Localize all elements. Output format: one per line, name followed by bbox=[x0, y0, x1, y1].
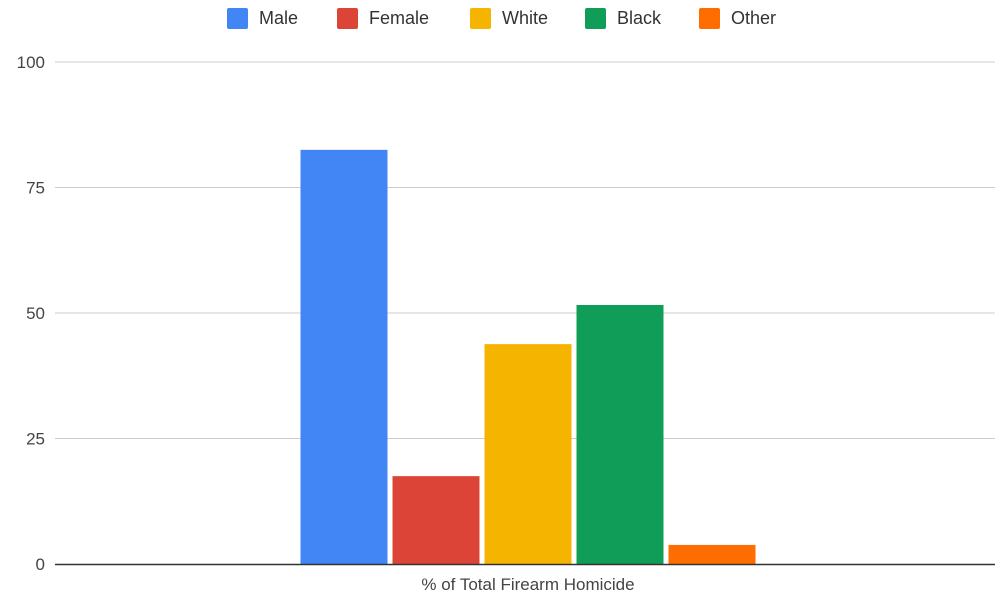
bar-other[interactable] bbox=[668, 544, 756, 564]
legend-swatch-white bbox=[470, 8, 491, 29]
legend: Male Female White Black Other bbox=[227, 8, 776, 29]
legend-swatch-female bbox=[337, 8, 358, 29]
legend-swatch-male bbox=[227, 8, 248, 29]
y-tick-label: 25 bbox=[26, 430, 45, 449]
category-label: % of Total Firearm Homicide bbox=[421, 575, 634, 594]
y-tick-label: 50 bbox=[26, 304, 45, 323]
bar-female[interactable] bbox=[392, 476, 480, 564]
y-tick-label: 75 bbox=[26, 179, 45, 198]
legend-label-male[interactable]: Male bbox=[259, 8, 298, 28]
bar-black[interactable] bbox=[576, 304, 664, 564]
legend-swatch-other bbox=[699, 8, 720, 29]
legend-label-white[interactable]: White bbox=[502, 8, 548, 28]
bars bbox=[300, 149, 756, 564]
legend-label-female[interactable]: Female bbox=[369, 8, 429, 28]
legend-swatch-black bbox=[585, 8, 606, 29]
bar-male[interactable] bbox=[300, 149, 388, 564]
y-tick-label: 100 bbox=[17, 53, 45, 72]
bar-white[interactable] bbox=[484, 344, 572, 564]
y-tick-label: 0 bbox=[36, 555, 45, 574]
legend-label-other[interactable]: Other bbox=[731, 8, 776, 28]
y-axis-ticks: 0 25 50 75 100 bbox=[17, 53, 45, 574]
legend-label-black[interactable]: Black bbox=[617, 8, 662, 28]
